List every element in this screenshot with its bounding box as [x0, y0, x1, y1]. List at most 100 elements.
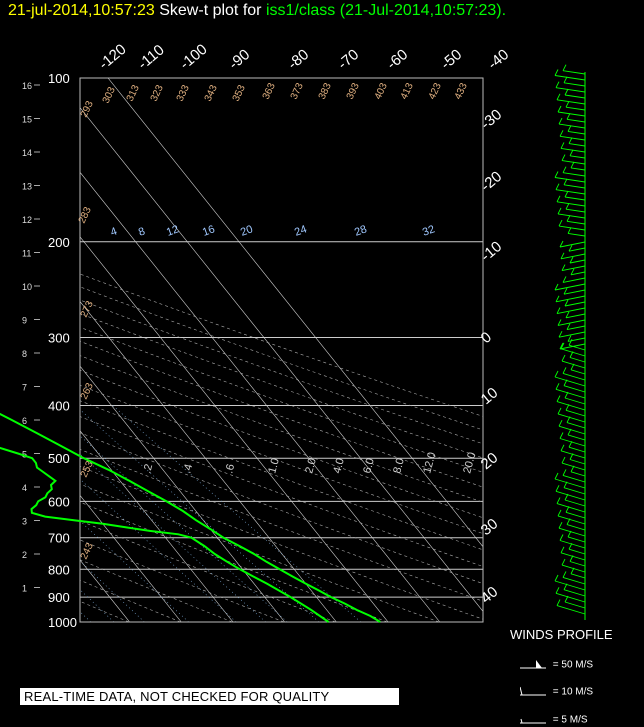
- wind-barb: [558, 425, 586, 435]
- wind-barb: [569, 259, 586, 264]
- wind-barb-flag: [562, 64, 567, 71]
- temp-top-label-0: -120: [96, 41, 130, 73]
- wind-barb-flag: [570, 268, 575, 276]
- wind-barb-50-icon: [520, 660, 546, 669]
- temp-top-label-4: -80: [285, 46, 313, 73]
- wind-barb: [554, 478, 586, 489]
- wind-barb: [564, 397, 586, 405]
- wind-barb-flag: [562, 469, 567, 476]
- temp-right-label-1: -20: [478, 168, 506, 195]
- wind-barb-flag: [560, 342, 565, 350]
- wind-barb: [558, 123, 586, 129]
- dewpoint-profile: [0, 446, 330, 623]
- plot-frame: [79, 77, 484, 623]
- wind-barb: [557, 413, 586, 423]
- wind-barb: [569, 459, 586, 465]
- wind-barb-flag: [567, 530, 572, 538]
- wind-barb-flag: [557, 319, 562, 326]
- temp-right-label-4: 10: [478, 384, 502, 408]
- wind-legend-10-label: = 10 M/S: [552, 686, 594, 698]
- plot-area: [80, 78, 483, 622]
- dry-adiabat-343: [80, 432, 483, 584]
- wind-barb-flag: [570, 567, 575, 575]
- dry-adiabat-273: [80, 559, 233, 622]
- wind-barb-flag: [565, 311, 570, 319]
- wind-barb-flag: [565, 100, 570, 108]
- wind-barb: [556, 605, 586, 615]
- wind-barb: [564, 499, 586, 507]
- wind-barb-flag: [567, 335, 572, 342]
- dry-adiabat-363: [80, 400, 483, 551]
- wind-barb: [567, 536, 586, 543]
- isotherm--10: [80, 494, 182, 622]
- wind-barb: [563, 589, 586, 597]
- wind-barb: [562, 277, 586, 283]
- wind-barb-5-icon: [520, 718, 546, 724]
- wind-barb-flag: [557, 105, 562, 113]
- wind-barb: [556, 307, 586, 315]
- wind-barb-flag: [554, 574, 559, 582]
- wind-barb-flag: [557, 207, 562, 215]
- title-station: iss1/class (21-Jul-2014,10:57:23).: [265, 2, 507, 19]
- dry-adiabat-373: [80, 384, 483, 534]
- theta-label-293: 293: [79, 99, 96, 119]
- isotherm-30: [80, 236, 389, 622]
- pressure-label-200: 200: [48, 235, 70, 250]
- wind-barb: [554, 75, 586, 81]
- wind-barb-flag: [564, 88, 569, 96]
- wind-barb-flag: [559, 342, 564, 350]
- wind-barb: [566, 422, 586, 429]
- wind-barb: [557, 319, 586, 326]
- wind-barb: [563, 289, 586, 295]
- temp-top-label-2: -100: [177, 41, 211, 73]
- saturation-label-5: 4.0: [331, 457, 347, 475]
- pressure-label-500: 500: [48, 451, 70, 466]
- wind-barb-flag: [567, 428, 572, 436]
- wind-barb-flag: [564, 391, 569, 399]
- pressure-label-700: 700: [48, 531, 70, 546]
- wind-barb-flag: [567, 227, 572, 234]
- pressure-label-400: 400: [48, 399, 70, 414]
- wind-barb-flag: [555, 295, 560, 303]
- mixing-ratio-20: [112, 405, 361, 622]
- wind-barb-flag: [569, 149, 574, 157]
- wind-barb-flag: [562, 276, 567, 283]
- wind-barb: [562, 172, 586, 177]
- height-label-14: 14: [22, 148, 32, 158]
- winds-profile-title: WINDS PROFILE: [510, 627, 613, 642]
- theta-label-423: 423: [427, 81, 444, 101]
- wind-barb: [554, 376, 586, 387]
- saturation-label-6: 6.0: [361, 457, 377, 475]
- wind-barb-flag: [554, 283, 559, 291]
- wind-barb-flag: [566, 215, 571, 222]
- saturation-label-3: 1.0: [266, 457, 282, 475]
- temp-top-label-3: -90: [226, 46, 254, 73]
- temp-right-label-6: 30: [478, 515, 502, 539]
- mixing-ratio-label-4: 4: [109, 225, 119, 238]
- wind-barb-flag: [558, 419, 563, 427]
- wind-barb-flag: [567, 125, 572, 132]
- wind-barb-flag: [568, 440, 573, 448]
- wind-barb-flag: [562, 367, 567, 374]
- wind-barb: [555, 189, 586, 195]
- wind-barb-flag: [563, 76, 568, 84]
- wind-barb: [567, 232, 586, 237]
- wind-legend-5-label: = 5 M/S: [552, 714, 588, 726]
- mixing-ratio-1: [80, 560, 145, 622]
- wind-barb: [565, 106, 586, 111]
- wind-barb: [563, 82, 586, 87]
- wind-barb-flag: [565, 506, 570, 513]
- isotherm-40: [80, 171, 441, 622]
- wind-barb: [559, 540, 586, 549]
- wind-barb-flag: [555, 183, 560, 190]
- wind-barb-flag: [562, 571, 567, 578]
- wind-barb-flag: [568, 244, 573, 252]
- wind-barb-flag: [564, 595, 569, 603]
- wind-barb-flag: [555, 587, 560, 594]
- wind-barb-flag: [570, 363, 575, 371]
- wind-barb: [555, 592, 586, 603]
- dry-adiabat-263: [80, 579, 181, 622]
- wind-barb-flag: [565, 404, 570, 411]
- wind-barb: [554, 580, 586, 591]
- dry-adiabat-323: [80, 466, 483, 620]
